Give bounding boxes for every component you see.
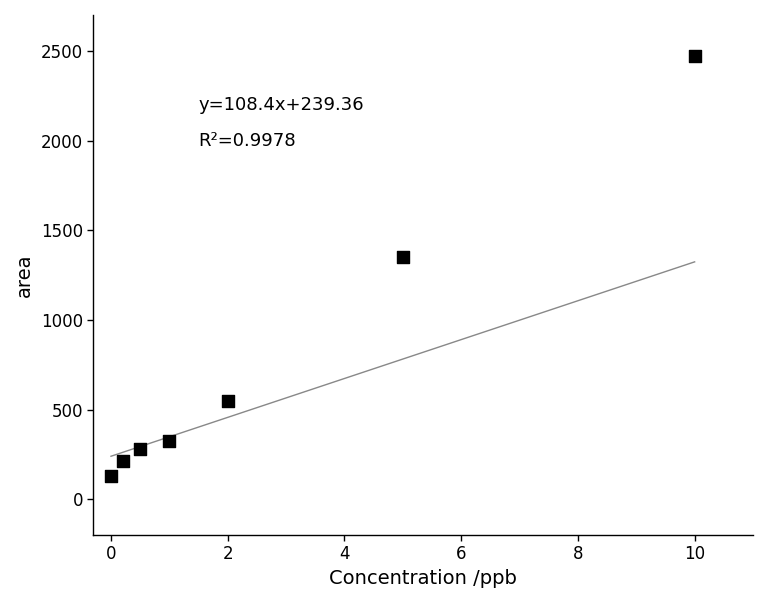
Point	[688, 51, 700, 61]
Point	[105, 471, 118, 481]
Y-axis label: area: area	[15, 253, 34, 297]
Point	[222, 397, 234, 406]
Point	[164, 436, 176, 446]
Text: y=108.4x+239.36: y=108.4x+239.36	[199, 96, 364, 114]
Point	[134, 444, 147, 454]
Text: R²=0.9978: R²=0.9978	[199, 131, 296, 150]
X-axis label: Concentration /ppb: Concentration /ppb	[329, 569, 517, 588]
Point	[117, 456, 129, 466]
Point	[396, 252, 409, 262]
